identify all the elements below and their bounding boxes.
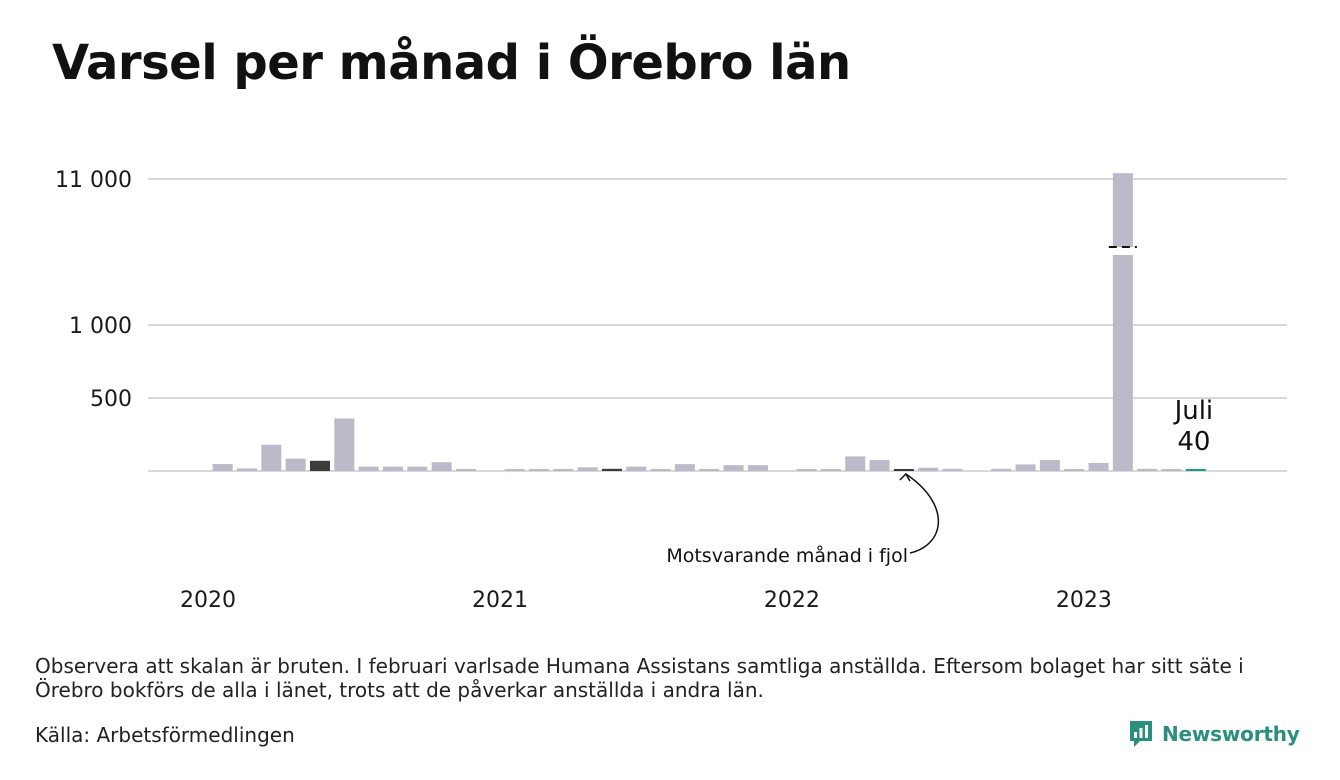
scale-break [1106,246,1139,255]
newsworthy-logo-text: Newsworthy [1162,722,1300,746]
bar-2020-11 [407,466,428,471]
bar-2023-01 [1039,460,1060,471]
bar-2022-01 [747,465,768,471]
bar-2020-04 [236,468,257,471]
bar-2021-09 [650,469,671,471]
x-axis-ticks: 2020 2021 2022 2023 [180,588,1112,613]
y-tick-label: 1 000 [69,314,132,339]
chart-title: Varsel per månad i Örebro län [52,35,851,91]
newsworthy-logo-icon [1130,721,1152,747]
bar-2023-06 [1161,469,1182,471]
y-axis-ticks: 500 1 000 11 000 [55,168,132,412]
bar-2020-06 [285,458,306,471]
latest-month-label: Juli [1173,396,1214,426]
bar-2023-04 [1112,173,1133,471]
same-month-arrowhead [899,472,911,482]
bar-2022-08 [918,467,939,471]
bar-2022-03 [796,469,817,471]
bar-2021-03 [504,469,525,471]
bar-2022-12 [1015,464,1036,471]
bar-2023-07 [1185,469,1206,471]
y-tick-label: 11 000 [55,168,132,193]
bar-2023-02 [1064,469,1085,471]
bar-2021-01 [455,468,476,471]
y-tick-label: 500 [90,387,132,412]
bar-2021-12 [723,465,744,471]
bar-2022-09 [942,468,963,471]
bar-2023-03 [1088,462,1109,471]
x-tick-label: 2022 [764,588,820,613]
x-tick-label: 2020 [180,588,236,613]
bar-2021-04 [528,469,549,471]
bar-2022-07 [893,469,914,471]
bars [212,173,1206,471]
same-month-label: Motsvarande månad i fjol [666,544,908,567]
chart-note: Observera att skalan är bruten. I februa… [35,654,1244,702]
bar-2021-07 [601,468,622,471]
bar-2022-05 [845,456,866,471]
scale-break-gap [1106,247,1139,255]
newsworthy-logo[interactable]: Newsworthy [1128,717,1300,751]
bar-2021-06 [577,467,598,471]
x-tick-label: 2023 [1056,588,1112,613]
bar-2021-11 [699,469,720,471]
bar-2020-08 [334,418,355,471]
bar-2022-11 [991,468,1012,471]
bar-2020-05 [261,444,282,471]
bar-2021-08 [626,466,647,471]
bar-2022-06 [869,460,890,471]
source-label: Källa: Arbetsförmedlingen [35,723,295,747]
bar-2020-03 [212,463,233,471]
bar-2023-05 [1137,468,1158,471]
bar-2020-09 [358,466,379,471]
bar-2020-12 [431,462,452,471]
bar-2021-05 [553,468,574,471]
latest-value-label: 40 [1177,427,1210,457]
x-tick-label: 2021 [472,588,528,613]
bar-2021-10 [674,464,695,471]
bar-2020-10 [382,466,403,471]
same-month-arrow [905,473,940,554]
bar-2022-04 [820,469,841,471]
bar-2020-07 [309,460,330,471]
